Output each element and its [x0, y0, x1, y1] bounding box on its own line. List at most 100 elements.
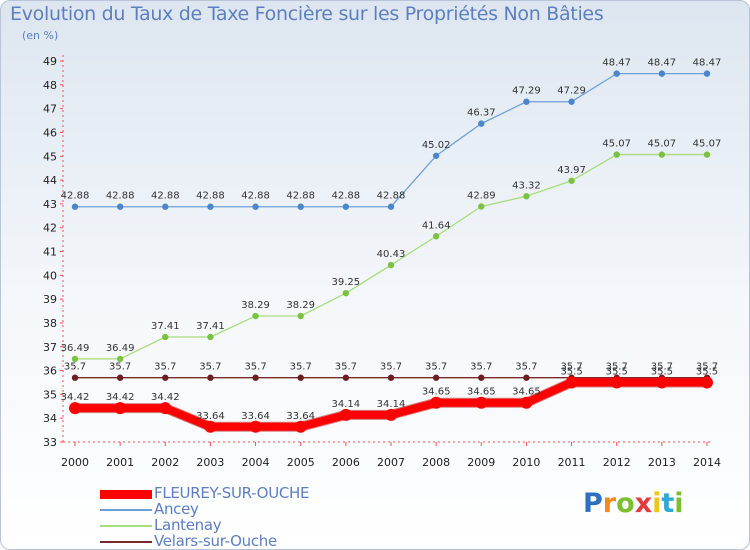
- data-label-lantenay: 38.29: [241, 300, 270, 311]
- data-label-lantenay: 40.43: [377, 249, 406, 260]
- data-point-fleurey-sur-ouche: [701, 376, 713, 389]
- data-point-fleurey-sur-ouche: [294, 420, 307, 433]
- x-tick-label: 2004: [242, 456, 270, 469]
- data-label-velars-sur-ouche: 35.7: [425, 362, 447, 373]
- y-tick-label: 46: [43, 126, 57, 139]
- data-point-lantenay: [71, 355, 79, 363]
- data-point-velars-sur-ouche: [252, 374, 259, 381]
- data-point-velars-sur-ouche: [71, 374, 79, 381]
- data-label-velars-sur-ouche: 35.7: [290, 362, 312, 373]
- data-point-velars-sur-ouche: [387, 374, 395, 381]
- data-label-lantenay: 36.49: [106, 343, 135, 354]
- x-tick-label: 2012: [603, 456, 631, 469]
- y-tick-label: 45: [43, 150, 57, 163]
- y-tick-label: 43: [43, 198, 57, 211]
- data-label-lantenay: 41.64: [422, 220, 451, 231]
- data-point-velars-sur-ouche: [523, 374, 530, 381]
- data-point-lantenay: [297, 312, 304, 320]
- y-tick-label: 38: [43, 317, 57, 330]
- data-point-lantenay: [703, 151, 711, 158]
- data-point-ancey: [116, 203, 124, 210]
- x-tick-label: 2001: [106, 456, 134, 469]
- data-label-lantenay: 42.89: [467, 190, 496, 201]
- x-tick-label: 2013: [648, 456, 676, 469]
- data-label-fleurey-sur-ouche: 34.42: [106, 392, 135, 403]
- data-label-fleurey-sur-ouche: 35.5: [560, 366, 582, 377]
- data-label-lantenay: 38.29: [286, 300, 315, 311]
- unit-label: (en %): [22, 29, 59, 42]
- legend-item: Lantenay: [100, 516, 320, 534]
- logo-letter: t: [661, 488, 675, 519]
- data-point-lantenay: [432, 233, 440, 240]
- data-point-lantenay: [342, 289, 350, 297]
- data-label-velars-sur-ouche: 35.7: [199, 362, 221, 373]
- x-tick-label: 2000: [61, 456, 89, 469]
- legend-swatch: [100, 489, 152, 499]
- data-label-lantenay: 39.25: [332, 277, 361, 288]
- data-point-fleurey-sur-ouche: [430, 396, 443, 409]
- data-label-velars-sur-ouche: 35.7: [696, 362, 718, 373]
- data-label-lantenay: 45.07: [693, 139, 722, 150]
- x-tick-label: 2005: [287, 456, 315, 469]
- data-label-lantenay: 37.41: [196, 321, 225, 332]
- data-point-fleurey-sur-ouche: [69, 402, 81, 415]
- x-tick-label: 2008: [422, 456, 450, 469]
- data-label-fleurey-sur-ouche: 33.64: [196, 411, 225, 422]
- data-label-velars-sur-ouche: 35.7: [335, 362, 357, 373]
- data-label-ancey: 47.29: [512, 86, 541, 97]
- data-point-ancey: [297, 203, 304, 210]
- data-label-ancey: 45.02: [422, 140, 451, 151]
- data-label-fleurey-sur-ouche: 34.14: [332, 399, 361, 410]
- data-point-ancey: [568, 98, 575, 105]
- data-label-ancey: 47.29: [557, 86, 586, 97]
- y-tick-label: 44: [43, 174, 57, 187]
- data-point-ancey: [252, 203, 259, 210]
- data-point-velars-sur-ouche: [297, 374, 304, 381]
- data-point-ancey: [478, 120, 485, 127]
- data-label-ancey: 42.88: [377, 191, 406, 202]
- data-label-velars-sur-ouche: 35.7: [380, 362, 402, 373]
- data-point-lantenay: [252, 312, 259, 320]
- chart-title: Evolution du Taux de Taxe Foncière sur l…: [10, 3, 604, 25]
- y-tick-label: 35: [43, 388, 57, 401]
- data-labels-layer: 42.88 42.88 42.88 42.88 42.88 42.88 42.88 42.88…: [61, 58, 722, 422]
- data-point-lantenay: [658, 151, 666, 158]
- data-point-ancey: [613, 70, 620, 77]
- y-tick-label: 40: [43, 269, 57, 282]
- data-point-velars-sur-ouche: [342, 374, 350, 381]
- data-point-ancey: [162, 203, 169, 210]
- data-point-fleurey-sur-ouche: [520, 396, 533, 409]
- data-label-velars-sur-ouche: 35.7: [109, 362, 131, 373]
- data-label-velars-sur-ouche: 35.7: [651, 362, 673, 373]
- data-point-lantenay: [207, 333, 214, 341]
- data-point-fleurey-sur-ouche: [339, 408, 352, 421]
- data-label-velars-sur-ouche: 35.7: [244, 362, 266, 373]
- y-tick-label: 42: [43, 222, 57, 235]
- data-label-fleurey-sur-ouche: 35.5: [651, 366, 673, 377]
- proxiti-logo: Proxiti: [583, 488, 684, 519]
- data-point-velars-sur-ouche: [478, 374, 485, 381]
- y-tick-label: 49: [43, 55, 57, 68]
- y-tick-label: 36: [43, 365, 57, 378]
- legend-label: Lantenay: [154, 516, 222, 534]
- data-point-fleurey-sur-ouche: [114, 402, 127, 415]
- data-label-velars-sur-ouche: 35.7: [560, 362, 582, 373]
- data-point-fleurey-sur-ouche: [565, 376, 578, 389]
- data-point-ancey: [71, 203, 79, 210]
- legend-swatch: [100, 541, 152, 543]
- data-label-velars-sur-ouche: 35.7: [154, 362, 176, 373]
- y-tick-label: 37: [43, 341, 57, 354]
- data-label-ancey: 42.88: [196, 191, 225, 202]
- data-label-ancey: 42.88: [241, 191, 270, 202]
- series-layer: [69, 70, 713, 433]
- data-label-lantenay: 43.32: [512, 180, 541, 191]
- y-tick-label: 41: [43, 246, 57, 259]
- data-label-ancey: 42.88: [332, 191, 361, 202]
- x-tick-label: 2009: [467, 456, 495, 469]
- data-point-ancey: [658, 70, 666, 77]
- data-point-velars-sur-ouche: [432, 374, 440, 381]
- data-point-lantenay: [523, 193, 530, 200]
- data-label-ancey: 42.88: [151, 191, 180, 202]
- data-label-ancey: 48.47: [648, 58, 677, 69]
